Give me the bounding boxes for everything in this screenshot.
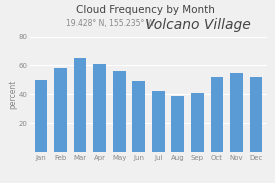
Bar: [191, 93, 204, 152]
Bar: [113, 71, 125, 152]
Bar: [172, 96, 184, 152]
Text: Cloud Frequency by Month: Cloud Frequency by Month: [76, 5, 215, 15]
Bar: [74, 58, 86, 152]
Bar: [250, 77, 262, 152]
Bar: [93, 64, 106, 152]
Bar: [132, 81, 145, 152]
Bar: [35, 80, 47, 152]
Text: 19.428° N, 155.235° W: 19.428° N, 155.235° W: [66, 19, 154, 28]
Bar: [54, 68, 67, 152]
Bar: [152, 91, 165, 152]
Y-axis label: percent: percent: [8, 80, 17, 109]
Text: Volcano Village: Volcano Village: [145, 18, 251, 32]
Bar: [211, 77, 223, 152]
Bar: [230, 73, 243, 152]
